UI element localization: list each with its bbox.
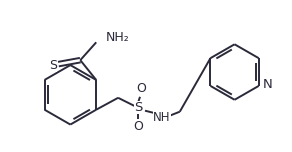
Text: S: S bbox=[134, 101, 142, 114]
Text: NH: NH bbox=[153, 111, 171, 124]
Text: N: N bbox=[263, 78, 272, 91]
Text: NH₂: NH₂ bbox=[106, 31, 130, 44]
Text: O: O bbox=[136, 82, 146, 95]
Text: S: S bbox=[49, 59, 58, 72]
Text: O: O bbox=[133, 120, 143, 133]
